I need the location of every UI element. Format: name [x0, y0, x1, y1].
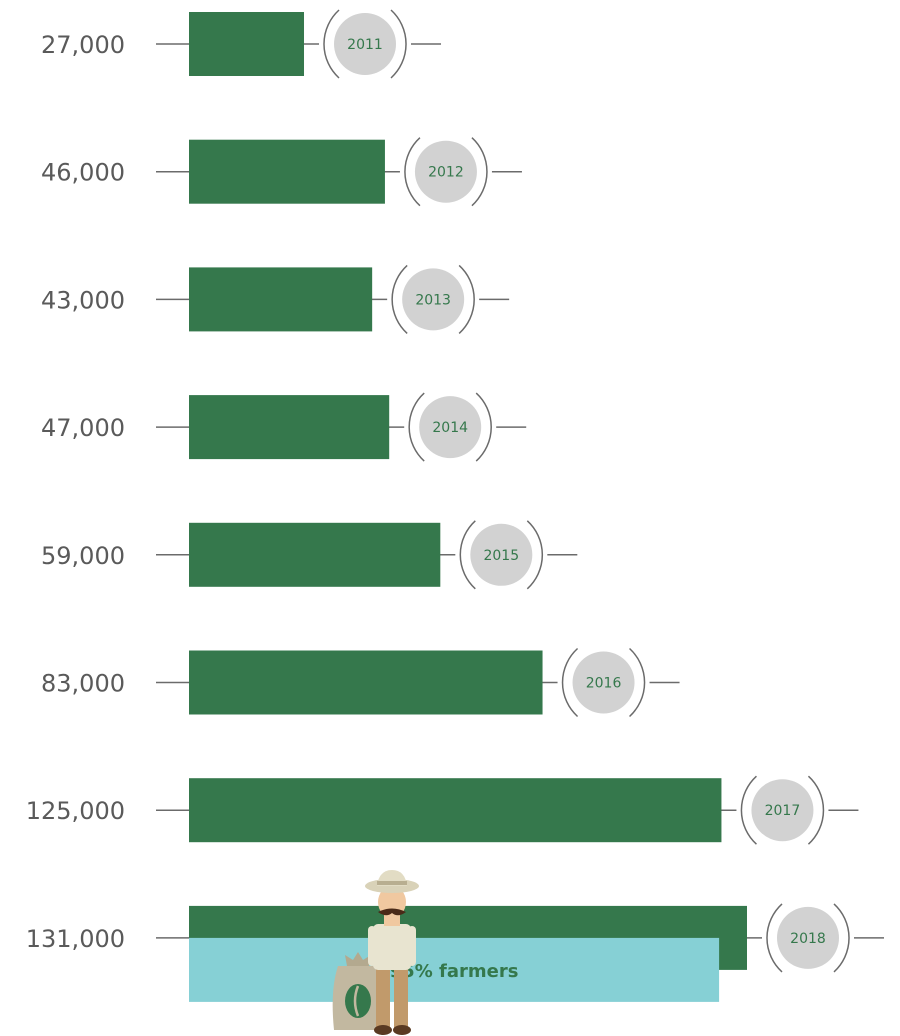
- left-bracket: [561, 647, 579, 718]
- bar-2016: [189, 650, 543, 715]
- year-label: 2011: [347, 37, 383, 53]
- value-label: 125,000: [26, 797, 125, 825]
- year-circle: [777, 906, 839, 969]
- value-label: 46,000: [41, 159, 125, 187]
- value-label: 43,000: [41, 286, 125, 314]
- value-label: 131,000: [26, 925, 125, 953]
- sub-bar-farmers: [189, 937, 720, 1002]
- sub-bar-label: 95% farmers: [390, 961, 519, 982]
- year-circle: [334, 13, 397, 75]
- bar-2017: [189, 778, 722, 843]
- year-circle: [419, 396, 482, 459]
- right-bracket: [475, 392, 492, 462]
- year-label: 2014: [432, 420, 468, 436]
- right-bracket: [526, 520, 544, 590]
- right-bracket: [458, 264, 475, 334]
- year-circle: [402, 268, 465, 331]
- left-bracket: [740, 775, 757, 845]
- left-bracket: [391, 264, 408, 334]
- right-bracket: [629, 647, 646, 718]
- year-label: 2016: [586, 676, 622, 692]
- value-label: 47,000: [41, 414, 125, 442]
- left-bracket: [766, 903, 783, 973]
- left-bracket: [404, 137, 421, 207]
- bar-2013: [189, 267, 373, 332]
- bar-2011: [189, 12, 305, 76]
- year-label: 2018: [790, 931, 826, 947]
- bar-2012: [189, 139, 385, 204]
- left-bracket: [408, 392, 425, 462]
- year-circle: [470, 523, 533, 586]
- year-circle: [751, 779, 814, 842]
- bar-2015: [189, 522, 441, 587]
- year-label: 2015: [483, 548, 519, 564]
- right-bracket: [471, 137, 488, 207]
- year-label: 2012: [428, 165, 464, 181]
- year-circle: [414, 140, 477, 203]
- right-bracket: [390, 9, 407, 79]
- left-bracket: [323, 9, 340, 79]
- left-bracket: [459, 520, 476, 590]
- right-bracket: [807, 775, 825, 845]
- year-label: 2017: [765, 803, 801, 819]
- year-label: 2013: [415, 292, 451, 308]
- right-bracket: [833, 903, 850, 973]
- value-label: 83,000: [41, 670, 125, 698]
- year-circle: [572, 651, 635, 714]
- value-label: 27,000: [41, 31, 125, 59]
- coffee-sack-icon: [332, 952, 386, 1030]
- bar-2014: [189, 395, 390, 460]
- farmer-icon: [365, 870, 419, 1035]
- value-label: 59,000: [41, 542, 125, 570]
